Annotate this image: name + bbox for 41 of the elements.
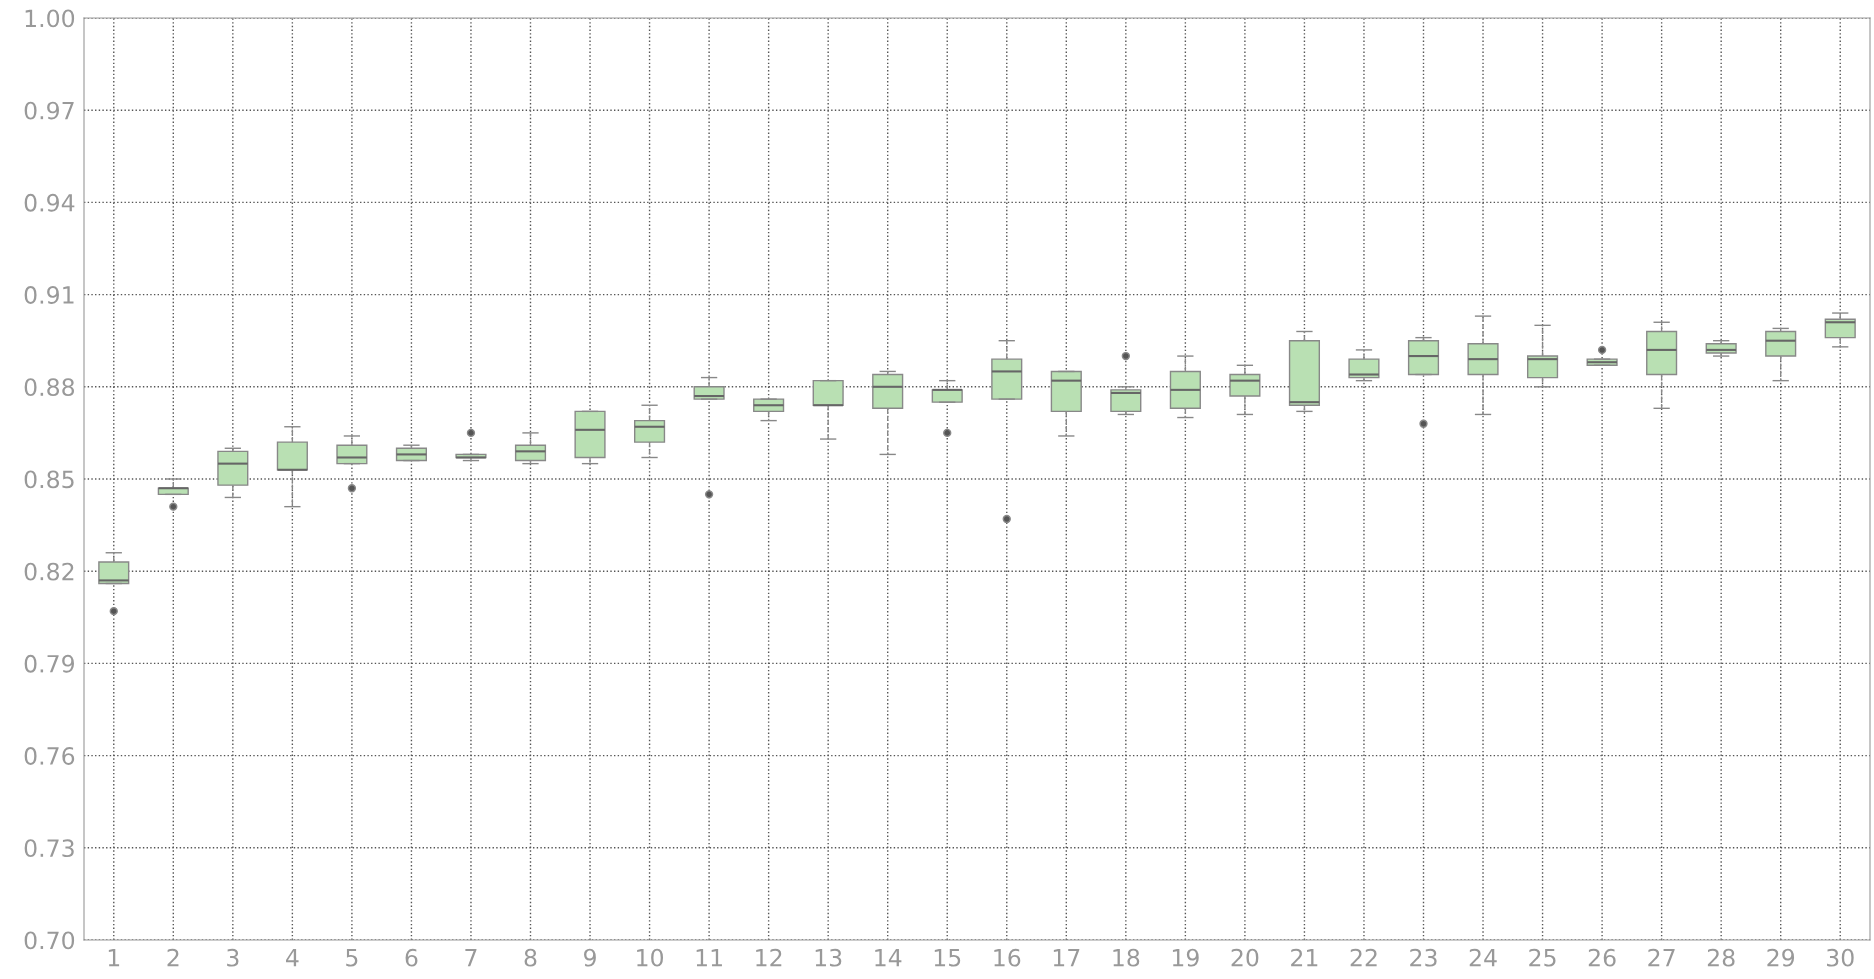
x-tick-label: 20 bbox=[1231, 948, 1259, 967]
x-tick-label: 9 bbox=[584, 948, 596, 967]
x-tick-label: 30 bbox=[1827, 948, 1854, 967]
x-tick-label: 25 bbox=[1529, 948, 1556, 967]
x-tick-label: 11 bbox=[696, 949, 722, 967]
x-tick-label: 18 bbox=[1113, 948, 1140, 967]
y-tick-label: 1.00 bbox=[25, 9, 75, 28]
y-tick-label: 0.82 bbox=[24, 562, 74, 581]
y-tick-label: 0.73 bbox=[24, 839, 74, 858]
y-tick-label: 0.85 bbox=[24, 470, 74, 489]
x-tick-label: 10 bbox=[637, 948, 664, 967]
x-tick-label: 1 bbox=[108, 949, 120, 967]
x-tick-label: 8 bbox=[524, 948, 537, 967]
x-tick-label: 29 bbox=[1767, 948, 1795, 967]
x-tick-label: 13 bbox=[815, 948, 842, 967]
y-tick-label: 0.94 bbox=[24, 193, 75, 212]
x-tick-label: 19 bbox=[1172, 948, 1199, 967]
x-tick-label: 23 bbox=[1410, 948, 1437, 967]
x-tick-label: 5 bbox=[346, 949, 358, 967]
x-tick-label: 3 bbox=[227, 948, 239, 967]
y-tick-label: 0.88 bbox=[24, 378, 75, 397]
x-tick-label: 27 bbox=[1648, 948, 1675, 967]
x-tick-label: 15 bbox=[934, 949, 961, 967]
x-tick-label: 24 bbox=[1469, 948, 1497, 967]
x-tick-label: 17 bbox=[1053, 949, 1080, 967]
y-tick-label: 0.70 bbox=[24, 931, 75, 950]
y-tick-label: 0.91 bbox=[24, 286, 74, 304]
x-tick-label: 7 bbox=[465, 949, 477, 967]
x-tick-label: 6 bbox=[405, 948, 418, 967]
y-tick-label: 0.97 bbox=[24, 101, 74, 120]
y-tick-label: 0.79 bbox=[24, 654, 75, 673]
x-tick-label: 22 bbox=[1350, 948, 1377, 967]
x-tick-label: 2 bbox=[167, 948, 179, 967]
x-tick-label: 16 bbox=[994, 948, 1021, 967]
y-tick-label: 0.76 bbox=[24, 747, 75, 765]
x-tick-label: 28 bbox=[1707, 948, 1735, 967]
x-tick-label: 21 bbox=[1291, 948, 1318, 967]
x-tick-label: 26 bbox=[1588, 948, 1616, 967]
x-tick-label: 12 bbox=[756, 948, 782, 967]
x-tick-label: 14 bbox=[875, 949, 902, 967]
x-tick-label: 4 bbox=[286, 949, 299, 967]
